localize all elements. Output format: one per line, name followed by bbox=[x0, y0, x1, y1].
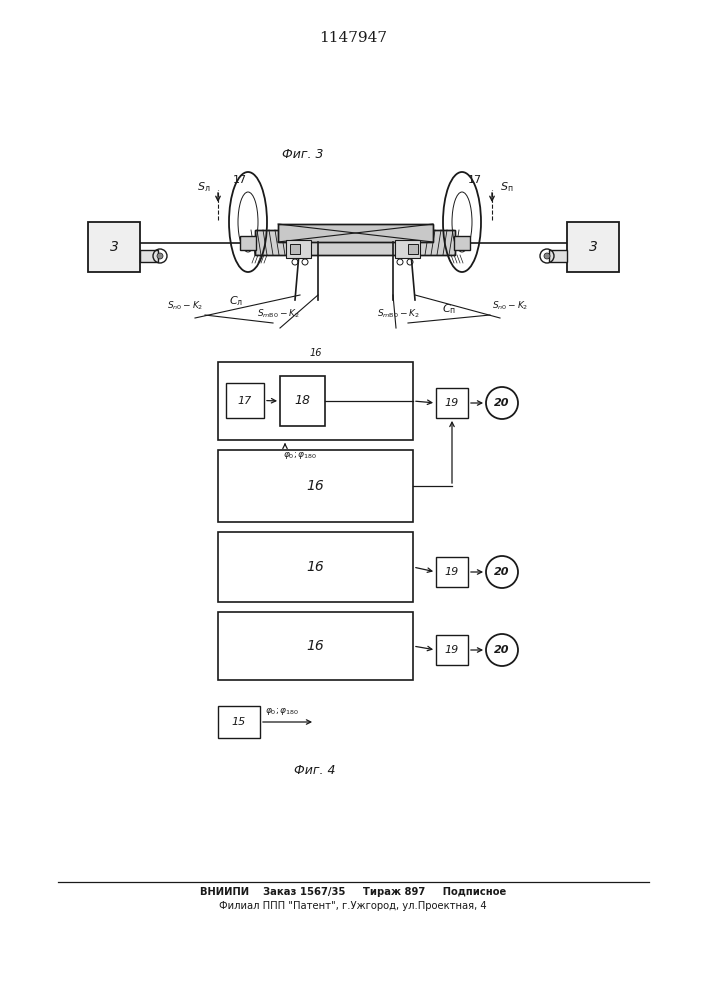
Text: 19: 19 bbox=[445, 398, 459, 408]
Text: 16: 16 bbox=[309, 348, 322, 358]
Bar bbox=[278, 224, 433, 242]
Bar bbox=[255, 230, 455, 255]
Text: ВНИИПИ    Заказ 1567/35     Тираж 897     Подписное: ВНИИПИ Заказ 1567/35 Тираж 897 Подписное bbox=[200, 887, 506, 897]
Bar bbox=[454, 236, 470, 250]
Text: 3: 3 bbox=[588, 240, 597, 254]
Bar bbox=[255, 230, 455, 255]
Text: $\varphi_0;\varphi_{180}$: $\varphi_0;\varphi_{180}$ bbox=[283, 450, 317, 461]
Bar bbox=[290, 244, 300, 254]
Text: 15: 15 bbox=[232, 717, 246, 727]
Text: 19: 19 bbox=[445, 567, 459, 577]
Text: 18: 18 bbox=[295, 394, 310, 408]
Bar bbox=[218, 612, 413, 680]
Text: 17: 17 bbox=[233, 175, 247, 185]
Text: 16: 16 bbox=[307, 639, 325, 653]
Bar bbox=[218, 362, 413, 440]
Text: 16: 16 bbox=[307, 479, 325, 493]
Text: 20: 20 bbox=[494, 567, 510, 577]
Bar bbox=[408, 244, 418, 254]
Text: 20: 20 bbox=[494, 398, 510, 408]
Bar bbox=[278, 224, 433, 242]
Bar bbox=[218, 450, 413, 522]
Bar bbox=[436, 635, 468, 665]
Bar bbox=[395, 240, 420, 258]
Text: $S_{\rm п}$: $S_{\rm п}$ bbox=[500, 180, 513, 194]
Circle shape bbox=[544, 253, 550, 259]
Text: 3: 3 bbox=[110, 240, 119, 254]
Bar bbox=[567, 222, 619, 272]
Bar bbox=[436, 388, 468, 418]
Text: 1147947: 1147947 bbox=[319, 31, 387, 45]
Bar bbox=[436, 557, 468, 587]
Text: 16: 16 bbox=[307, 560, 325, 574]
Bar bbox=[218, 706, 260, 738]
Bar bbox=[218, 532, 413, 602]
Text: 17: 17 bbox=[468, 175, 482, 185]
Text: $\varphi_0;\varphi_{180}$: $\varphi_0;\varphi_{180}$ bbox=[265, 706, 300, 717]
Bar bbox=[240, 236, 256, 250]
Circle shape bbox=[157, 253, 163, 259]
Bar bbox=[280, 376, 325, 426]
Text: Фиг. 4: Фиг. 4 bbox=[294, 764, 336, 776]
Text: $C_{\rm л}$: $C_{\rm л}$ bbox=[229, 294, 243, 308]
Bar bbox=[286, 240, 311, 258]
Text: $S_{n0}-K_2$: $S_{n0}-K_2$ bbox=[167, 300, 203, 312]
Text: Филиал ППП "Патент", г.Ужгород, ул.Проектная, 4: Филиал ППП "Патент", г.Ужгород, ул.Проек… bbox=[219, 901, 487, 911]
Bar bbox=[140, 250, 158, 262]
Text: $S_{m\mathrm{B}0}-K_2$: $S_{m\mathrm{B}0}-K_2$ bbox=[377, 308, 419, 320]
Text: $C_{\rm п}$: $C_{\rm п}$ bbox=[442, 302, 456, 316]
Bar bbox=[549, 250, 567, 262]
Text: 17: 17 bbox=[238, 395, 252, 406]
Text: $S_{\rm л}$: $S_{\rm л}$ bbox=[197, 180, 210, 194]
Text: Фиг. 3: Фиг. 3 bbox=[282, 148, 324, 161]
Text: 20: 20 bbox=[494, 645, 510, 655]
Text: $S_{m\mathrm{B}0}-K_2$: $S_{m\mathrm{B}0}-K_2$ bbox=[257, 308, 299, 320]
Bar bbox=[88, 222, 140, 272]
Bar bbox=[226, 383, 264, 418]
Text: 19: 19 bbox=[445, 645, 459, 655]
Text: $S_{n0}-K_2$: $S_{n0}-K_2$ bbox=[492, 300, 528, 312]
